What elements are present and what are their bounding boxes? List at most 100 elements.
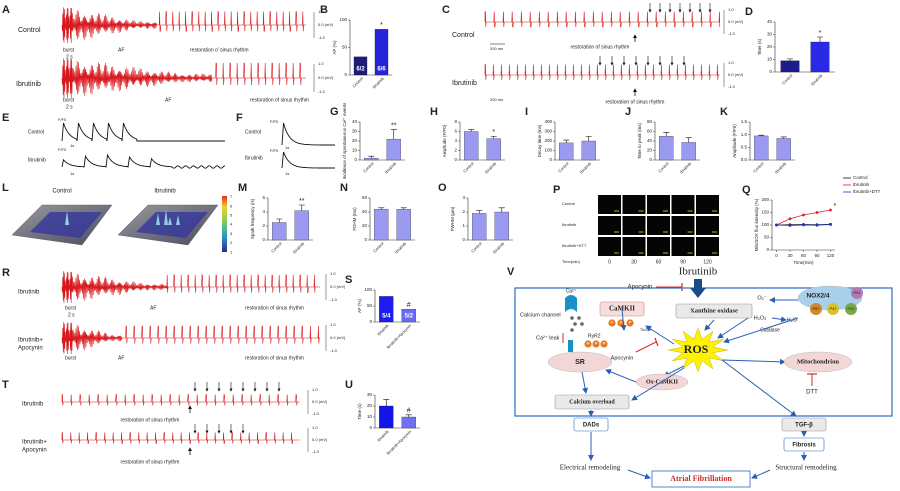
arrow <box>631 367 685 401</box>
colorbar-label: 5 <box>230 212 233 217</box>
phospho-dot <box>592 340 600 348</box>
arrow <box>620 308 627 331</box>
error-bar <box>378 207 385 210</box>
microscopy-image <box>622 195 646 214</box>
bar <box>396 209 411 241</box>
molecule-label: H₂O <box>787 317 798 323</box>
y-tick-label: 0.0 <box>741 157 748 162</box>
drug-label: Apocynin <box>611 355 634 361</box>
y-tick-label: 60 <box>362 195 368 200</box>
error-bar <box>368 155 375 159</box>
data-point <box>829 223 832 226</box>
ion-dot <box>573 322 577 326</box>
voltage-scale-label: 1.0 <box>330 322 336 327</box>
ecg-trace <box>484 64 720 80</box>
y-tick-label: 0 <box>549 157 552 162</box>
bar <box>486 138 501 161</box>
node-label: CaMKII <box>609 305 635 313</box>
error-bar <box>383 399 390 406</box>
panel-letter: O <box>438 182 447 194</box>
significance-mark: * <box>819 30 822 37</box>
time-scale: 1s <box>285 145 289 150</box>
restoration-label: restoration of sinus rhythm <box>606 99 665 105</box>
error-bar <box>758 134 765 136</box>
voltage-scale-label: -1.0 <box>728 84 736 89</box>
voltage-scale-label: -1.0 <box>312 411 320 416</box>
y-tick-label: 50 <box>367 303 373 308</box>
panel-letter: Q <box>742 184 751 196</box>
x-tick-label: Control <box>270 241 283 254</box>
bar <box>353 56 368 76</box>
y-tick-label: 20 <box>362 223 368 228</box>
unit-label: F/F0 <box>58 147 67 152</box>
node-label: NOX2/4 <box>806 293 830 300</box>
legend-label: Ibrutinib+DTT <box>853 189 881 194</box>
y-tick-label: 0 <box>766 247 769 252</box>
arrow <box>704 319 715 331</box>
panel-letter: C <box>442 4 450 16</box>
arrow <box>771 316 787 323</box>
microscopy-image <box>622 237 646 256</box>
calcium-trace <box>61 122 225 142</box>
error-bar <box>490 135 497 139</box>
x-tick-label: 120 <box>827 253 835 258</box>
colorbar-label: 2 <box>230 240 233 245</box>
error-bar <box>585 135 592 141</box>
time-label: 90 <box>680 259 686 265</box>
significance-mark: * <box>834 203 837 210</box>
data-point <box>815 223 819 227</box>
y-tick-label: 20 <box>352 138 358 143</box>
x-tick-label: Ibrutinib+Apocynin <box>385 323 412 350</box>
time-scale: 1s <box>70 143 74 148</box>
unit-label: F/F0 <box>270 119 279 124</box>
panel-letter: R <box>2 267 10 279</box>
microscopy-image <box>598 237 621 256</box>
y-tick-label: 1.0 <box>741 132 748 137</box>
data-point <box>775 223 778 227</box>
y-tick-label: 6 <box>262 195 265 200</box>
voltage-scale-label: 0.0 (mV) <box>330 284 346 289</box>
y-tick-label: 80 <box>647 119 653 124</box>
subunit <box>845 303 857 315</box>
subunit <box>851 287 863 299</box>
time-scale: 1s <box>285 171 289 176</box>
panel-letter: I <box>525 106 528 118</box>
molecule-label: Catalase <box>760 327 780 333</box>
panel-letter: F <box>236 112 243 124</box>
colorbar-label: 3 <box>230 231 233 236</box>
arrow <box>721 359 797 417</box>
time-label: 120 <box>703 259 712 265</box>
trace-label: Apocynin <box>22 448 47 454</box>
calcium-trace <box>61 153 226 169</box>
y-tick-label: 200 <box>761 197 769 202</box>
y-tick-label: 20 <box>647 148 653 153</box>
trace-label: Apocynin <box>18 346 43 352</box>
y-tick-label: 0 <box>364 237 367 242</box>
ion-dot <box>580 322 584 326</box>
subunit-label: P47 <box>829 306 837 311</box>
y-tick-label: 2 <box>462 209 465 214</box>
colorbar <box>222 196 227 252</box>
drug-label: Apocynin <box>628 285 653 291</box>
panel-letter: K <box>720 106 728 118</box>
voltage-scale-label: -1.0 <box>728 31 736 36</box>
y-tick-label: 10 <box>767 57 773 62</box>
bar <box>401 416 416 429</box>
panel-letter: P <box>553 184 560 196</box>
trace-label: Ibrutinib <box>16 81 41 88</box>
trace-label: Ibrutinib <box>452 80 477 87</box>
panel-letter: E <box>2 112 9 124</box>
node-label: Mitochondrion <box>797 358 839 365</box>
y-tick-label: 60 <box>647 129 653 134</box>
x-tick-label: Ibrutinib <box>394 240 408 254</box>
error-bar <box>498 207 505 212</box>
y-tick-label: 0 <box>649 157 652 162</box>
ecg-trace <box>61 394 300 406</box>
voltage-scale-label: -1.0 <box>330 297 338 302</box>
y-tick-label: 0 <box>262 237 265 242</box>
error-bar <box>276 218 283 223</box>
unit-label: F/F0 <box>270 148 279 153</box>
molecule-label: H₂O₂ <box>754 315 767 321</box>
y-tick-label: 20 <box>367 403 373 408</box>
